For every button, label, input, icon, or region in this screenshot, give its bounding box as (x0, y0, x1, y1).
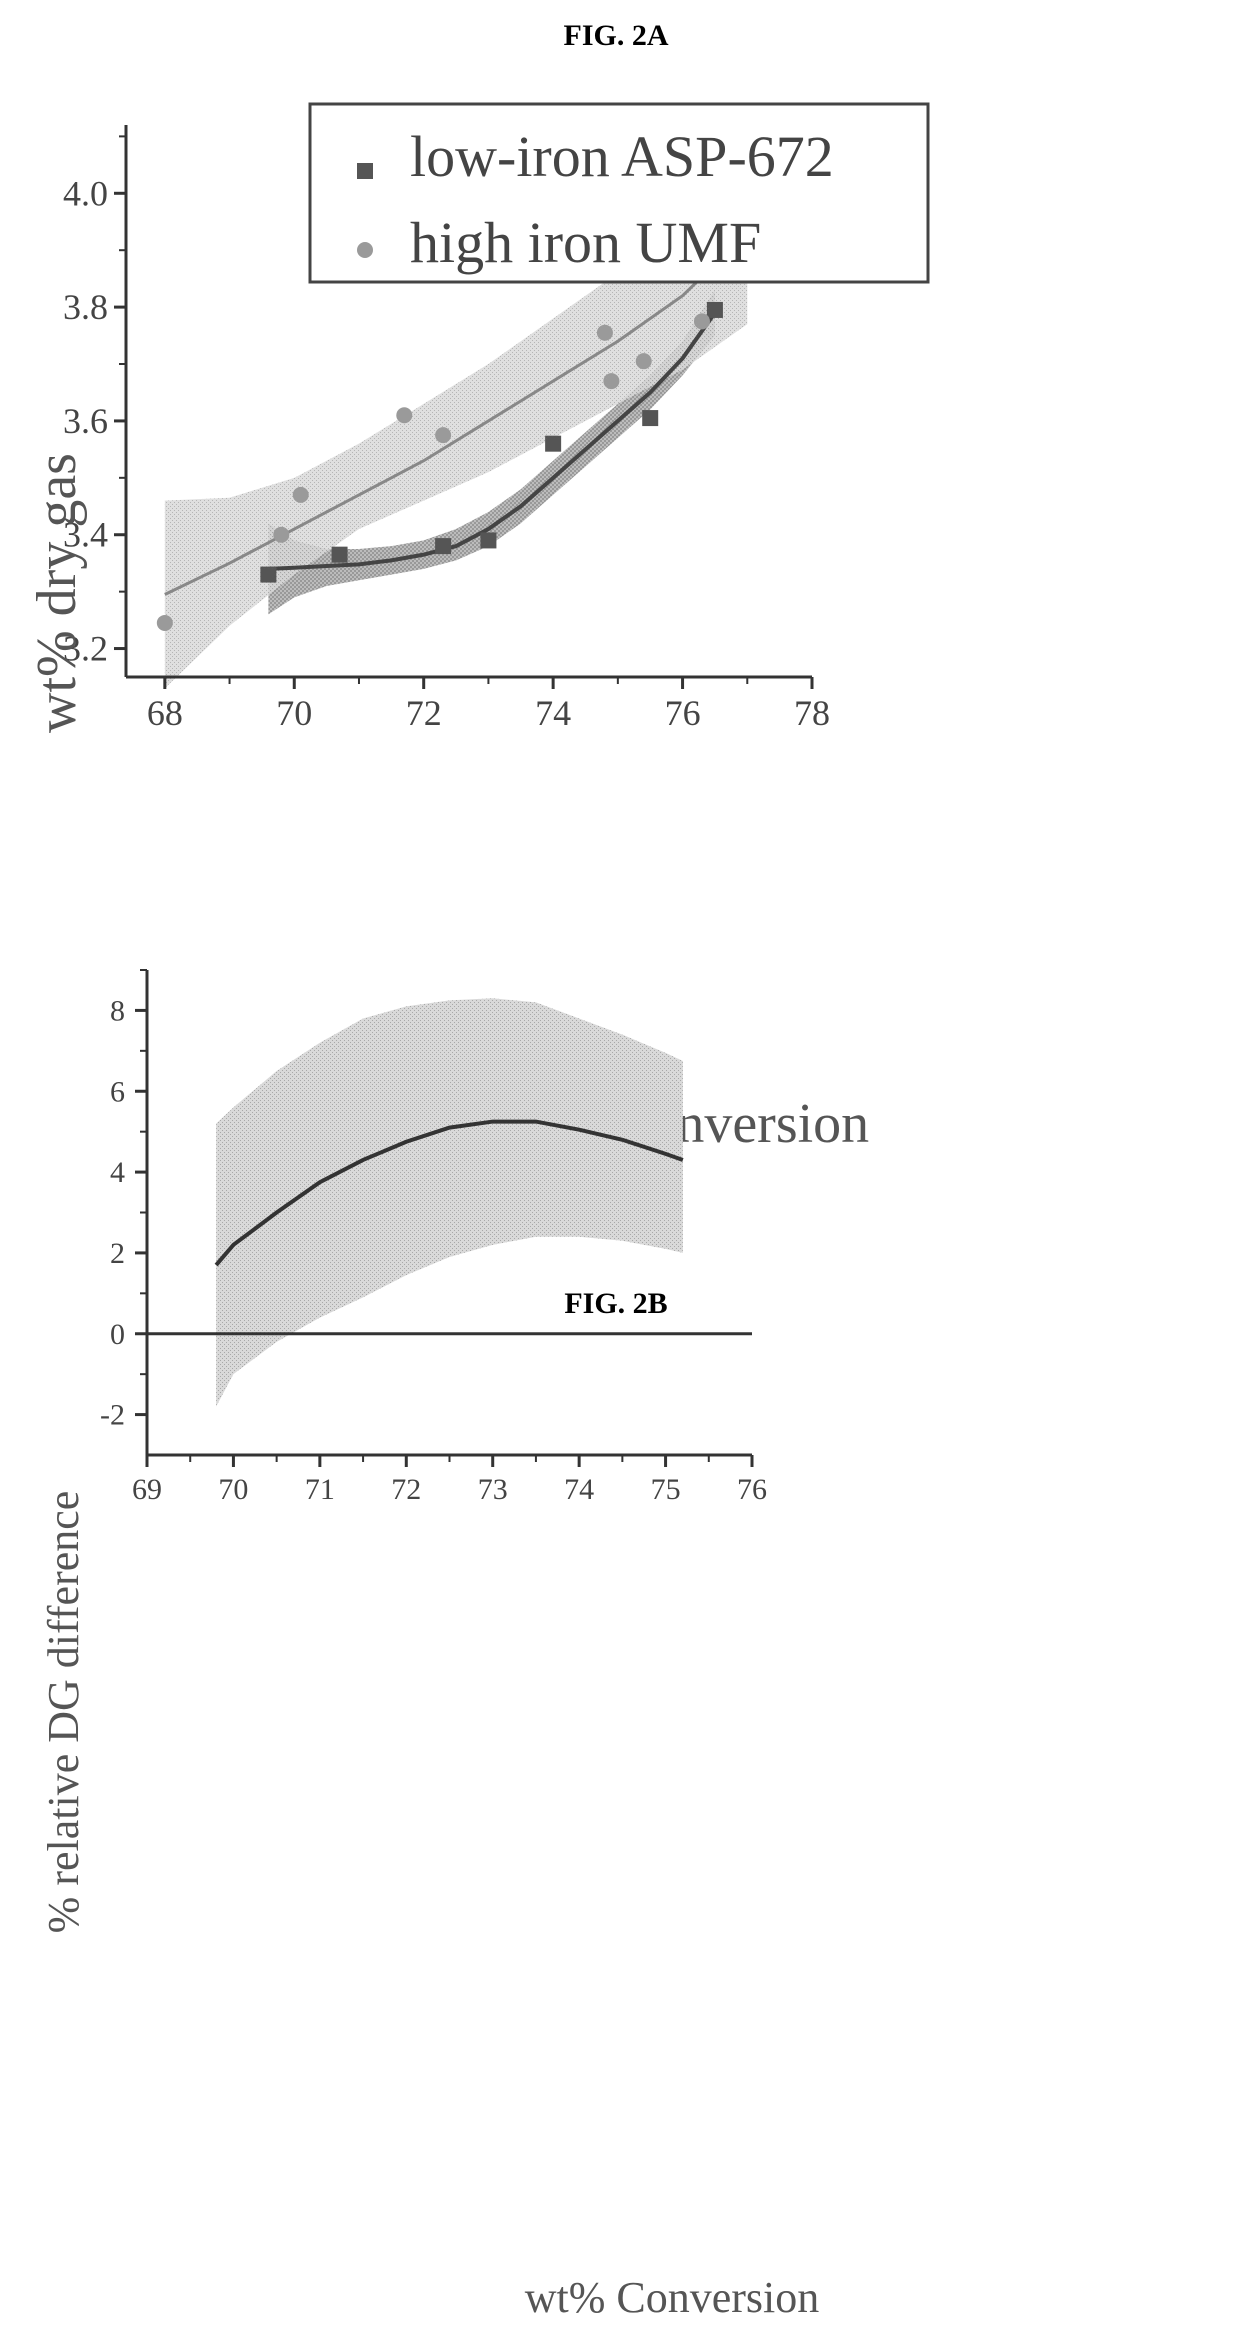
x-tick-label: 68 (147, 693, 183, 733)
x-tick-label: 76 (665, 693, 701, 733)
x-tick-label: 78 (794, 693, 830, 733)
x-tick-label: 74 (535, 693, 571, 733)
confidence-band-high-iron (164, 136, 748, 689)
x-tick-label: 70 (276, 693, 312, 733)
data-point-high-iron (435, 427, 452, 444)
data-point-high-iron (156, 614, 173, 631)
data-point-low-iron (642, 410, 659, 427)
figure-2a-fit-lines (164, 232, 749, 596)
data-point-high-iron (596, 324, 613, 341)
figure-2a-y-axis-label: wt% dry gas (26, 453, 88, 733)
y-tick-label: 4 (110, 1156, 125, 1189)
figure-2a-confidence-bands (164, 136, 748, 689)
x-tick-label: 76 (737, 1473, 767, 1506)
confidence-band-low-iron (268, 290, 715, 615)
figure-2a-axes: 68 70 72 74 76 78 3.2 3.4 3.6 3.8 4.0 (63, 125, 830, 733)
legend-box (308, 102, 930, 284)
y-tick-label: -2 (100, 1399, 125, 1432)
figure-2b-x-axis-label: wt% Conversion (525, 2273, 820, 2322)
fit-line-low-iron (268, 311, 717, 571)
figure-2a-title: FIG. 2A (564, 19, 669, 52)
figure-2b-y-axis-label: % relative DG difference (39, 1491, 88, 1934)
x-tick-label: 71 (305, 1473, 335, 1506)
data-point-high-iron (693, 313, 710, 330)
y-tick-label: 2 (110, 1237, 125, 1270)
y-tick-label: 8 (110, 994, 125, 1027)
figure-2b-confidence-band (216, 998, 683, 1407)
confidence-band (216, 998, 683, 1407)
x-tick-label: 72 (406, 693, 442, 733)
figure-2a: FIG. 2A 68 70 72 74 76 783.23.43.63.84.0 low-… (26, 19, 930, 1155)
y-tick-label: 3.8 (63, 287, 108, 327)
figure-2a-legend: low-iron ASP-672 high iron UMF (308, 102, 930, 284)
data-point-high-iron (635, 353, 652, 370)
data-point-low-iron (260, 566, 277, 583)
data-point-low-iron (435, 538, 452, 555)
figure-2a-data-points (156, 162, 756, 631)
y-tick-label: 6 (110, 1075, 125, 1108)
difference-line (214, 1119, 684, 1267)
data-point-high-iron (603, 373, 620, 390)
data-point-low-iron (480, 532, 497, 549)
data-point-high-iron (273, 526, 290, 543)
legend-label-low-iron: low-iron ASP-672 (410, 124, 834, 189)
x-tick-label: 69 (132, 1473, 162, 1506)
data-point-high-iron (292, 486, 309, 503)
data-point-low-iron (706, 301, 723, 318)
y-tick-label: 0 (110, 1318, 125, 1351)
figure-2b-title: FIG. 2B (564, 1287, 667, 1320)
x-tick-label: 73 (478, 1473, 508, 1506)
y-tick-label: 4.0 (63, 173, 108, 213)
y-tick-label: 3.6 (63, 401, 108, 441)
fit-line-high-iron (164, 232, 749, 596)
data-point-low-iron (331, 546, 348, 563)
x-tick-label: 72 (391, 1473, 421, 1506)
y-tick-label: 3.2 (63, 629, 108, 669)
y-tick-label: 3.4 (63, 515, 108, 555)
legend-label-high-iron: high iron UMF (410, 210, 761, 275)
figure-2b-axes: 69 70 71 72 73 74 75 76 -2 0 2 4 6 8 (100, 969, 767, 1506)
legend-marker-high-iron (357, 242, 373, 258)
x-tick-label: 74 (564, 1473, 594, 1506)
legend-marker-low-iron (357, 163, 373, 179)
x-tick-label: 75 (651, 1473, 681, 1506)
data-point-high-iron (396, 407, 413, 424)
x-tick-label: 70 (218, 1473, 248, 1506)
data-point-low-iron (545, 435, 562, 452)
figure-2b: FIG. 2B 69 70 71 72 73 74 75 76 -2 0 2 4 6 8 wt% Conv… (39, 969, 820, 2322)
figure-2b-difference-line (147, 1119, 752, 1336)
